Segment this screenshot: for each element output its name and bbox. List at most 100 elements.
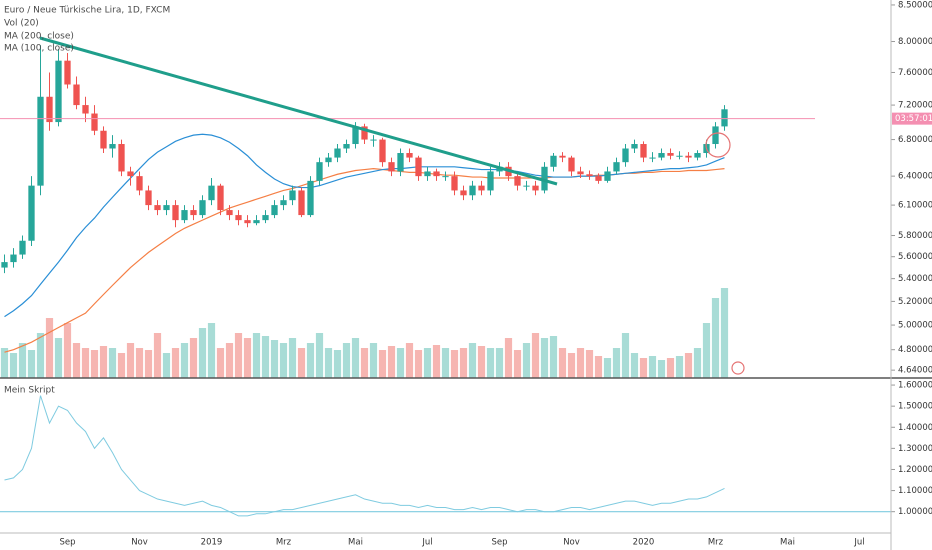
volume-bar xyxy=(234,333,243,378)
volume-bar xyxy=(450,350,459,378)
volume-bar xyxy=(423,348,432,378)
volume-bar xyxy=(360,348,369,378)
x-tick-label: Mrz xyxy=(708,538,724,548)
candle-body xyxy=(262,215,269,221)
candle-body xyxy=(334,148,341,158)
y-tick-label: 5.60000 xyxy=(898,252,932,262)
candle-body xyxy=(577,171,584,175)
y-tick-label: 8.00000 xyxy=(898,37,932,47)
volume-bar xyxy=(612,348,621,378)
candle-body xyxy=(424,171,431,177)
x-tick-label: Nov xyxy=(131,538,148,548)
candle-body xyxy=(469,185,476,196)
y-tick-label: 1.40000 xyxy=(898,423,932,433)
volume-bar xyxy=(144,350,153,378)
volume-bar xyxy=(576,348,585,378)
volume-bar xyxy=(63,323,72,378)
volume-bar xyxy=(135,348,144,378)
candle-body xyxy=(136,176,143,191)
volume-bar xyxy=(81,348,90,378)
volume-bar xyxy=(27,350,36,378)
candle-body xyxy=(280,200,287,206)
volume-bar xyxy=(639,358,648,378)
candle-body xyxy=(28,185,35,241)
candle-body xyxy=(613,162,620,172)
trend-line[interactable] xyxy=(39,36,558,186)
candle-body xyxy=(145,190,152,206)
ma-legend[interactable]: MA (200, close) xyxy=(4,32,74,42)
volume-bar xyxy=(441,348,450,378)
candle-body xyxy=(91,113,98,131)
candle-body xyxy=(199,200,206,216)
volume-bar xyxy=(216,348,225,378)
volume-bar xyxy=(549,336,558,378)
volume-legend[interactable]: Vol (20) xyxy=(4,19,39,29)
candle-body xyxy=(667,153,674,156)
volume-bar xyxy=(207,323,216,378)
circle-drawing[interactable] xyxy=(705,132,731,158)
x-tick-label: Nov xyxy=(563,538,580,548)
y-tick-label: 6.40000 xyxy=(898,172,932,182)
candle-body xyxy=(235,215,242,221)
candle-body xyxy=(37,96,44,186)
volume-bar xyxy=(270,340,279,378)
x-tick-label: Sep xyxy=(491,538,507,548)
ma-legend[interactable]: MA (100, close) xyxy=(4,44,74,54)
candle-body xyxy=(298,190,305,216)
y-tick-label: 5.00000 xyxy=(898,321,932,331)
candle-body xyxy=(514,176,521,186)
volume-bar xyxy=(99,346,108,378)
volume-bar xyxy=(171,348,180,378)
volume-bar xyxy=(243,338,252,378)
candle-body xyxy=(100,130,107,149)
volume-bar xyxy=(396,348,405,378)
volume-bar xyxy=(567,353,576,378)
candle-body xyxy=(442,176,449,178)
candle-body xyxy=(559,155,566,158)
candle-body xyxy=(172,205,179,221)
volume-bar xyxy=(414,350,423,378)
x-tick-label: Mai xyxy=(348,538,363,548)
volume-bar xyxy=(126,343,135,378)
volume-bar xyxy=(486,348,495,378)
volume-bar xyxy=(702,323,711,378)
volume-bar xyxy=(117,353,126,378)
indicator-legend[interactable]: Mein Skript xyxy=(4,386,55,396)
y-tick-label: 7.20000 xyxy=(898,101,932,111)
x-tick-label: Sep xyxy=(59,538,75,548)
y-tick-label: 1.50000 xyxy=(898,402,932,412)
candle-body xyxy=(325,157,332,163)
volume-bar xyxy=(621,333,630,378)
volume-bar xyxy=(468,343,477,378)
volume-bar xyxy=(594,356,603,378)
price-label-box xyxy=(892,112,932,125)
candle-body xyxy=(361,126,368,140)
candle-body xyxy=(640,144,647,158)
volume-bar xyxy=(36,333,45,378)
x-tick-label: Jul xyxy=(853,538,864,548)
candle-body xyxy=(154,205,161,211)
candle-body xyxy=(163,205,170,211)
volume-bar xyxy=(180,343,189,378)
candle-body xyxy=(343,144,350,149)
volume-bar xyxy=(369,343,378,378)
volume-bar xyxy=(297,348,306,378)
candle-body xyxy=(244,220,251,224)
candle-body xyxy=(109,144,116,149)
volume-bar xyxy=(648,356,657,378)
circle-drawing[interactable] xyxy=(731,361,745,375)
candle-body xyxy=(316,162,323,181)
volume-bar xyxy=(459,348,468,378)
candle-body xyxy=(370,139,377,141)
y-tick-label: 1.60000 xyxy=(898,381,932,391)
volume-bar xyxy=(198,328,207,378)
candle-body xyxy=(595,176,602,181)
candle-body xyxy=(451,176,458,191)
indicator-line xyxy=(4,395,725,517)
candle-body xyxy=(460,190,467,196)
symbol-legend[interactable]: Euro / Neue Türkische Lira, 1D, FXCM xyxy=(4,6,170,16)
volume-bar xyxy=(504,338,513,378)
